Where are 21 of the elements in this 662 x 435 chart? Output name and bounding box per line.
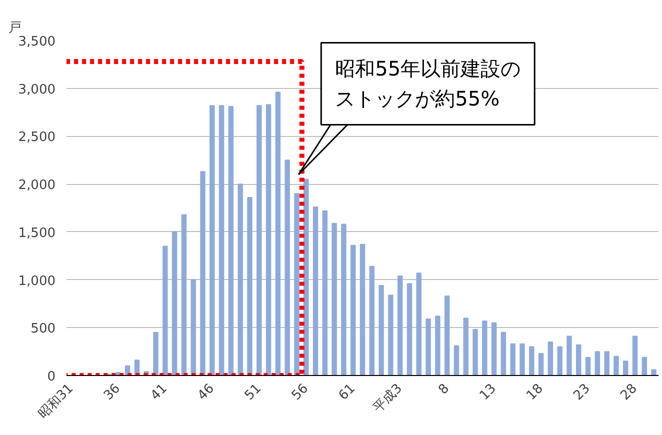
x-tick-label: 56 [289,381,312,404]
y-axis-title: 戸 [8,20,22,36]
x-tick-label: 46 [195,381,218,404]
y-tick-label: 3,500 [18,34,56,50]
y-tick-label: 3,000 [18,82,56,98]
x-tick-label: 13 [477,381,500,404]
y-tick-label: 1,500 [18,226,56,241]
x-tick-label: 28 [618,381,640,404]
y-tick-label: 2,500 [18,130,56,146]
x-tick-label: 平成3 [370,381,406,416]
y-tick-label: 500 [30,322,56,337]
x-tick-label: 36 [101,381,124,404]
x-tick-label: 8 [436,381,452,398]
annotation: 昭和55年以前建設のストックが約55% [335,56,521,111]
y-tick-label: 1,000 [18,274,56,289]
x-tick-label: 51 [242,381,264,404]
x-tick-label: 18 [524,381,546,404]
x-tick-label: 41 [148,381,170,404]
y-tick-label: 2,000 [18,178,56,194]
x-tick-label: 61 [336,381,358,404]
x-tick-label: 23 [571,381,594,404]
